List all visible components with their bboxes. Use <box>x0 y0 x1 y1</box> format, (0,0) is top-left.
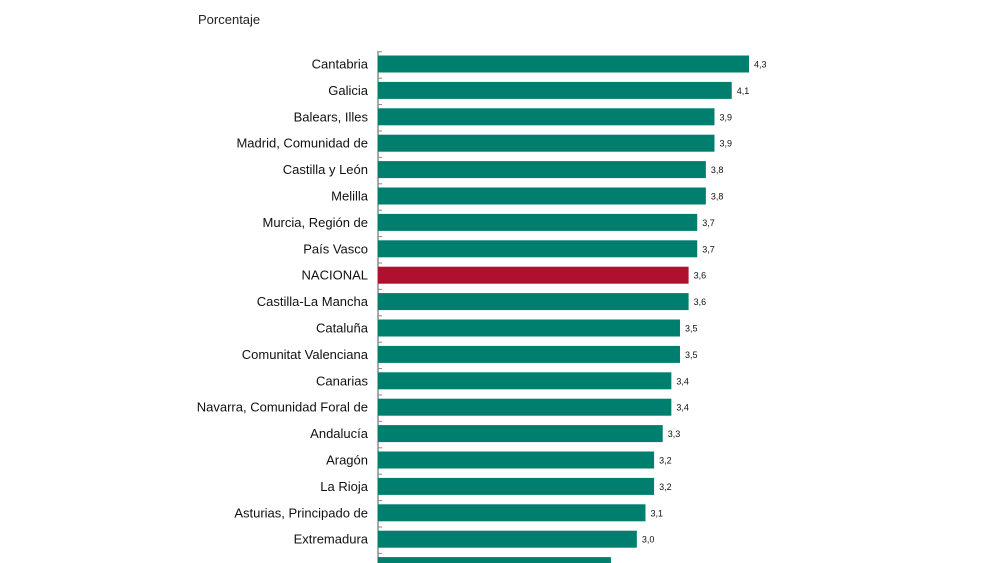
value-label: 4,3 <box>754 60 767 70</box>
category-label: Navarra, Comunidad Foral de <box>197 400 368 415</box>
bar <box>378 55 749 73</box>
value-label: 3,1 <box>650 508 663 518</box>
bar <box>378 425 663 443</box>
category-label: Aragón <box>326 453 368 468</box>
value-label: 4,1 <box>737 86 750 96</box>
category-label: Comunitat Valenciana <box>242 347 369 362</box>
bar <box>378 161 706 179</box>
value-label: 3,6 <box>694 297 707 307</box>
category-label: Balears, Illes <box>294 109 369 124</box>
category-label: Castilla-La Mancha <box>257 294 369 309</box>
bar <box>378 81 732 99</box>
value-label: 3,0 <box>642 535 655 545</box>
category-label: La Rioja <box>320 479 368 494</box>
bar <box>378 398 672 416</box>
value-label: 3,2 <box>659 482 672 492</box>
category-label: Murcia, Región de <box>263 215 369 230</box>
bar <box>378 345 680 363</box>
category-label: Cantabria <box>312 57 369 72</box>
category-label: Galicia <box>328 83 369 98</box>
category-label: Madrid, Comunidad de <box>236 136 368 151</box>
value-label: 3,3 <box>668 429 681 439</box>
value-label: 3,2 <box>659 456 672 466</box>
category-label: Cataluña <box>316 321 369 336</box>
value-label: 3,4 <box>676 376 689 386</box>
category-label: Melilla <box>331 189 369 204</box>
value-label: 3,6 <box>694 271 707 281</box>
value-label: 3,8 <box>711 192 724 202</box>
bar <box>378 557 611 563</box>
category-label: Canarias <box>316 373 369 388</box>
value-label: 3,8 <box>711 165 724 175</box>
value-label: 3,9 <box>719 139 732 149</box>
bar <box>378 240 698 258</box>
bar <box>378 134 715 152</box>
bar <box>378 293 689 311</box>
category-label: Extremadura <box>294 532 369 547</box>
bar <box>378 266 689 284</box>
value-label: 3,5 <box>685 350 698 360</box>
unit-label: Porcentaje <box>198 12 261 27</box>
bar <box>378 108 715 126</box>
category-label: País Vasco <box>303 241 368 256</box>
value-label: 3,5 <box>685 324 698 334</box>
bar <box>378 504 646 522</box>
value-label: 3,4 <box>676 403 689 413</box>
bar <box>378 319 680 337</box>
bar <box>378 187 706 205</box>
bar <box>378 530 637 548</box>
category-label: NACIONAL <box>302 268 368 283</box>
category-label: Castilla y León <box>283 162 368 177</box>
bar <box>378 451 655 469</box>
category-label: Andalucía <box>310 426 369 441</box>
bar <box>378 477 655 495</box>
bar <box>378 372 672 390</box>
bar <box>378 213 698 231</box>
value-label: 3,7 <box>702 218 715 228</box>
category-label: Asturias, Principado de <box>234 505 368 520</box>
value-label: 3,7 <box>702 244 715 254</box>
value-label: 3,9 <box>719 112 732 122</box>
